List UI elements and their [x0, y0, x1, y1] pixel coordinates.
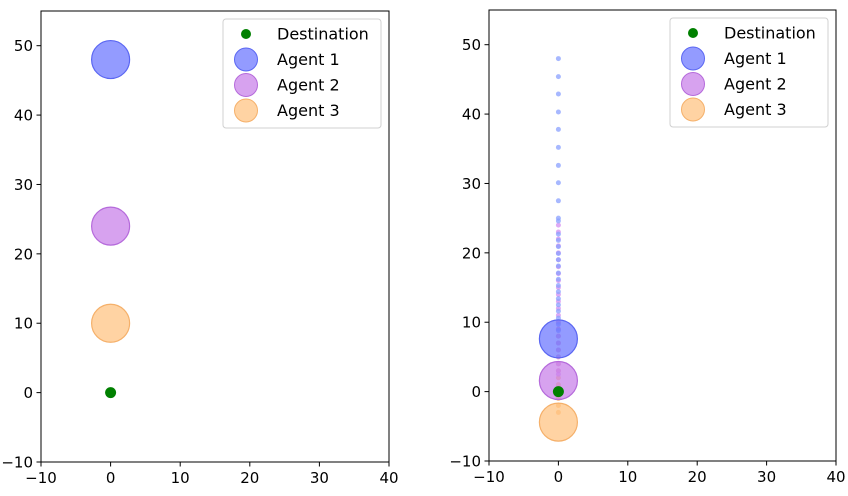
right-agent-3-marker [538, 402, 579, 442]
right-agent-2-marker [538, 360, 579, 401]
right-y-tick-label: 30 [462, 175, 481, 193]
right-trail-point-agent-1 [555, 276, 561, 282]
right-y-tick-label: 40 [462, 106, 481, 124]
left-x-tick-label: 40 [379, 469, 398, 487]
right-trail-point-agent-1 [555, 144, 561, 150]
right-x-tick-label: 30 [757, 468, 776, 486]
left-legend-label-agent-2: Agent 2 [277, 76, 340, 95]
right-trail-point-agent-1 [555, 91, 561, 97]
left-destination-marker [105, 387, 117, 399]
right-y-tick-label: 10 [462, 314, 481, 332]
right-legend-agent-1-swatch [681, 46, 705, 71]
right-trail-point-agent-1 [555, 109, 561, 115]
left-legend-box [222, 18, 382, 129]
right-trail-point-agent-1 [555, 237, 561, 243]
right-legend-label-agent-3: Agent 3 [724, 100, 787, 119]
right-trail-point-agent-1 [555, 231, 561, 237]
right-legend-label-agent-2: Agent 2 [724, 75, 787, 94]
right-x-tick-label: 40 [826, 468, 845, 486]
right-trail-point-agent-1 [555, 302, 561, 308]
right-trail-point-agent-1 [555, 180, 561, 186]
left-agent-1-marker [90, 39, 131, 80]
right-legend: Destination Agent 1 Agent 2 Agent 3 [669, 17, 829, 128]
left-panel: −10 0 10 20 30 40 −10 0 10 20 30 40 50 Destination Age… [1, 10, 399, 487]
right-trail-point-agent-1 [555, 296, 561, 302]
left-legend-label-agent-1: Agent 1 [277, 50, 340, 69]
right-panel: −10 0 10 20 30 40 −10 0 10 20 30 40 50 Destination Age… [449, 9, 846, 486]
left-legend-destination-swatch [241, 29, 251, 39]
right-legend-box [669, 17, 829, 128]
right-y-tick-label: −10 [449, 453, 481, 471]
right-legend-agent-2-swatch [681, 72, 705, 96]
left-legend-agent-1-swatch [234, 47, 258, 72]
left-x-tick-label: 20 [240, 469, 259, 487]
right-legend-label-destination: Destination [724, 24, 816, 43]
right-trail-point-agent-1 [555, 289, 561, 295]
right-trail-point-agent-1 [555, 282, 561, 288]
right-trail-point-agent-2 [555, 222, 561, 228]
left-axes-frame [40, 10, 390, 463]
left-legend-agent-3-swatch [234, 98, 258, 123]
left-y-tick-label: 0 [23, 384, 33, 402]
left-y-tick-label: 20 [14, 245, 33, 263]
right-x-tick-label: −10 [473, 468, 505, 486]
right-y-tick-label: 0 [471, 383, 481, 401]
left-legend-label-agent-3: Agent 3 [277, 101, 340, 120]
right-trail-point-agent-1 [555, 315, 561, 321]
right-trail-point-agent-1 [555, 74, 561, 80]
right-legend-label-agent-1: Agent 1 [724, 49, 787, 68]
right-trail-point-agent-1 [555, 162, 561, 168]
right-axes-frame [488, 9, 837, 462]
left-y-tick-label: −10 [1, 454, 33, 472]
left-legend-label-destination: Destination [277, 25, 369, 44]
right-trail-point-agent-1 [555, 218, 561, 224]
left-x-tick-label: 30 [310, 469, 329, 487]
right-y-tick-label: 50 [462, 36, 481, 54]
right-trail-point-agent-1 [555, 263, 561, 269]
left-legend-agent-2-swatch [234, 73, 258, 97]
left-y-tick-label: 50 [14, 37, 33, 55]
left-y-tick-label: 10 [14, 315, 33, 333]
right-plot-area [538, 56, 579, 442]
left-agent-3-marker [90, 303, 131, 343]
right-trail-point-agent-1 [555, 56, 561, 62]
right-x-tick-label: 0 [554, 468, 564, 486]
right-destination-marker [552, 386, 564, 398]
right-y-tick-label: 20 [462, 244, 481, 262]
left-y-tick-label: 40 [14, 107, 33, 125]
right-x-tick-label: 10 [618, 468, 637, 486]
left-agent-2-marker [90, 206, 131, 246]
right-trail-point-agent-1 [555, 251, 561, 257]
right-trail-point-agent-1 [555, 198, 561, 204]
left-x-tick-label: 10 [171, 469, 190, 487]
left-x-tick-label: 0 [106, 469, 116, 487]
right-legend-destination-swatch [688, 28, 698, 38]
right-trail-point-agent-1 [555, 126, 561, 132]
left-y-tick-label: 30 [14, 176, 33, 194]
right-trail-point-agent-1 [555, 270, 561, 276]
left-plot-area [90, 39, 131, 399]
right-legend-agent-3-swatch [681, 97, 705, 122]
left-legend: Destination Agent 1 Agent 2 Agent 3 [222, 18, 382, 129]
right-agent-1-marker [538, 319, 579, 359]
right-trail-point-agent-1 [555, 308, 561, 314]
right-trail-point-agent-1 [555, 244, 561, 250]
left-x-tick-label: −10 [25, 469, 57, 487]
right-trail-point-agent-1 [555, 257, 561, 263]
right-x-tick-label: 20 [688, 468, 707, 486]
